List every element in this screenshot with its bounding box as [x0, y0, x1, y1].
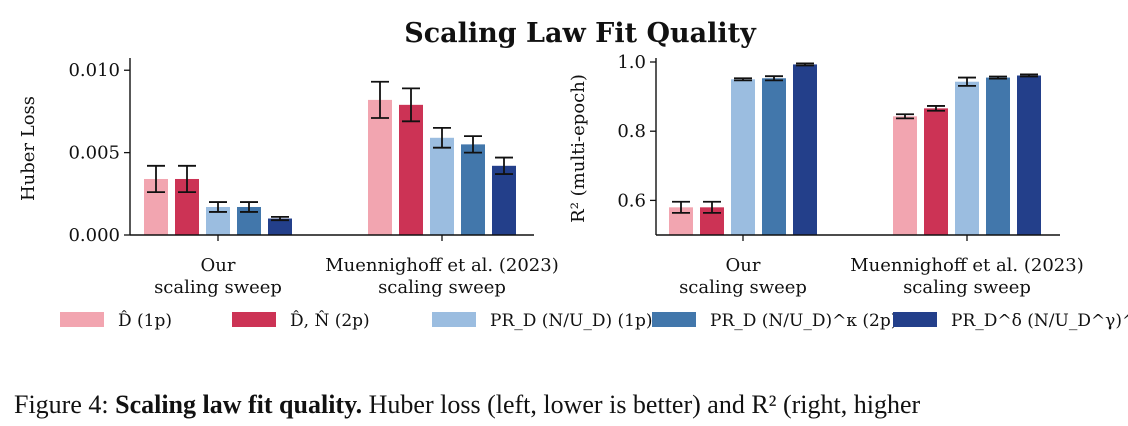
caption-text: Huber loss (left, lower is better) and R… [362, 390, 921, 419]
legend-swatch [893, 312, 937, 327]
chart-title: Scaling Law Fit Quality [404, 18, 757, 49]
bar [893, 116, 917, 235]
x-tick-label: scaling sweep [154, 277, 282, 298]
bar [793, 64, 817, 235]
bar [986, 77, 1010, 235]
y-axis-label: Huber Loss [18, 96, 39, 201]
bar [955, 81, 979, 235]
y-tick-label: 0.8 [617, 121, 646, 142]
bar [399, 104, 423, 235]
legend-label: PR_D (N/U_D)^κ (2p) [710, 311, 897, 331]
legend-label: D̂, N̂ (2p) [290, 311, 370, 331]
y-tick-label: 0.000 [68, 225, 120, 246]
x-tick-label: Our [726, 255, 761, 276]
y-tick-label: 0.005 [68, 143, 120, 164]
legend-swatch [60, 312, 104, 327]
legend-swatch [652, 312, 696, 327]
bar [492, 165, 516, 235]
bar [762, 78, 786, 236]
bar [268, 218, 292, 235]
legend-label: D̂ (1p) [118, 311, 172, 331]
x-tick-label: scaling sweep [378, 277, 506, 298]
y-tick-label: 0.6 [617, 190, 646, 211]
legend-label: PR_D^δ (N/U_D^γ)^κ (4p) [951, 311, 1128, 331]
legend: D̂ (1p) D̂, N̂ (2p) PR_D (N/U_D) (1p) PR_D … [60, 311, 1128, 331]
y-tick-label: 0.010 [68, 60, 120, 81]
y-tick-label: 1.0 [617, 52, 646, 73]
legend-label: PR_D (N/U_D) (1p) [490, 311, 652, 331]
bar [1017, 75, 1041, 235]
x-tick-label: scaling sweep [679, 277, 807, 298]
bar [430, 137, 454, 235]
caption-prefix: Figure 4: [14, 390, 116, 419]
legend-swatch [432, 312, 476, 327]
x-tick-label: Muennighoff et al. (2023) [325, 255, 558, 276]
bar [368, 99, 392, 236]
legend-swatch [232, 312, 276, 327]
x-tick-label: Muennighoff et al. (2023) [850, 255, 1083, 276]
y-axis-label: R² (multi-epoch) [568, 74, 589, 223]
bar [924, 108, 948, 235]
x-tick-label: Our [201, 255, 236, 276]
x-tick-label: scaling sweep [903, 277, 1031, 298]
caption-bold: Scaling law fit quality. [115, 390, 363, 419]
figure: Scaling Law Fit Quality 0.000 0.005 0.010 H… [18, 18, 1128, 331]
bar [461, 144, 485, 235]
figure-caption: Figure 4: Scaling law fit quality. Huber… [14, 388, 1124, 422]
bar [731, 79, 755, 235]
